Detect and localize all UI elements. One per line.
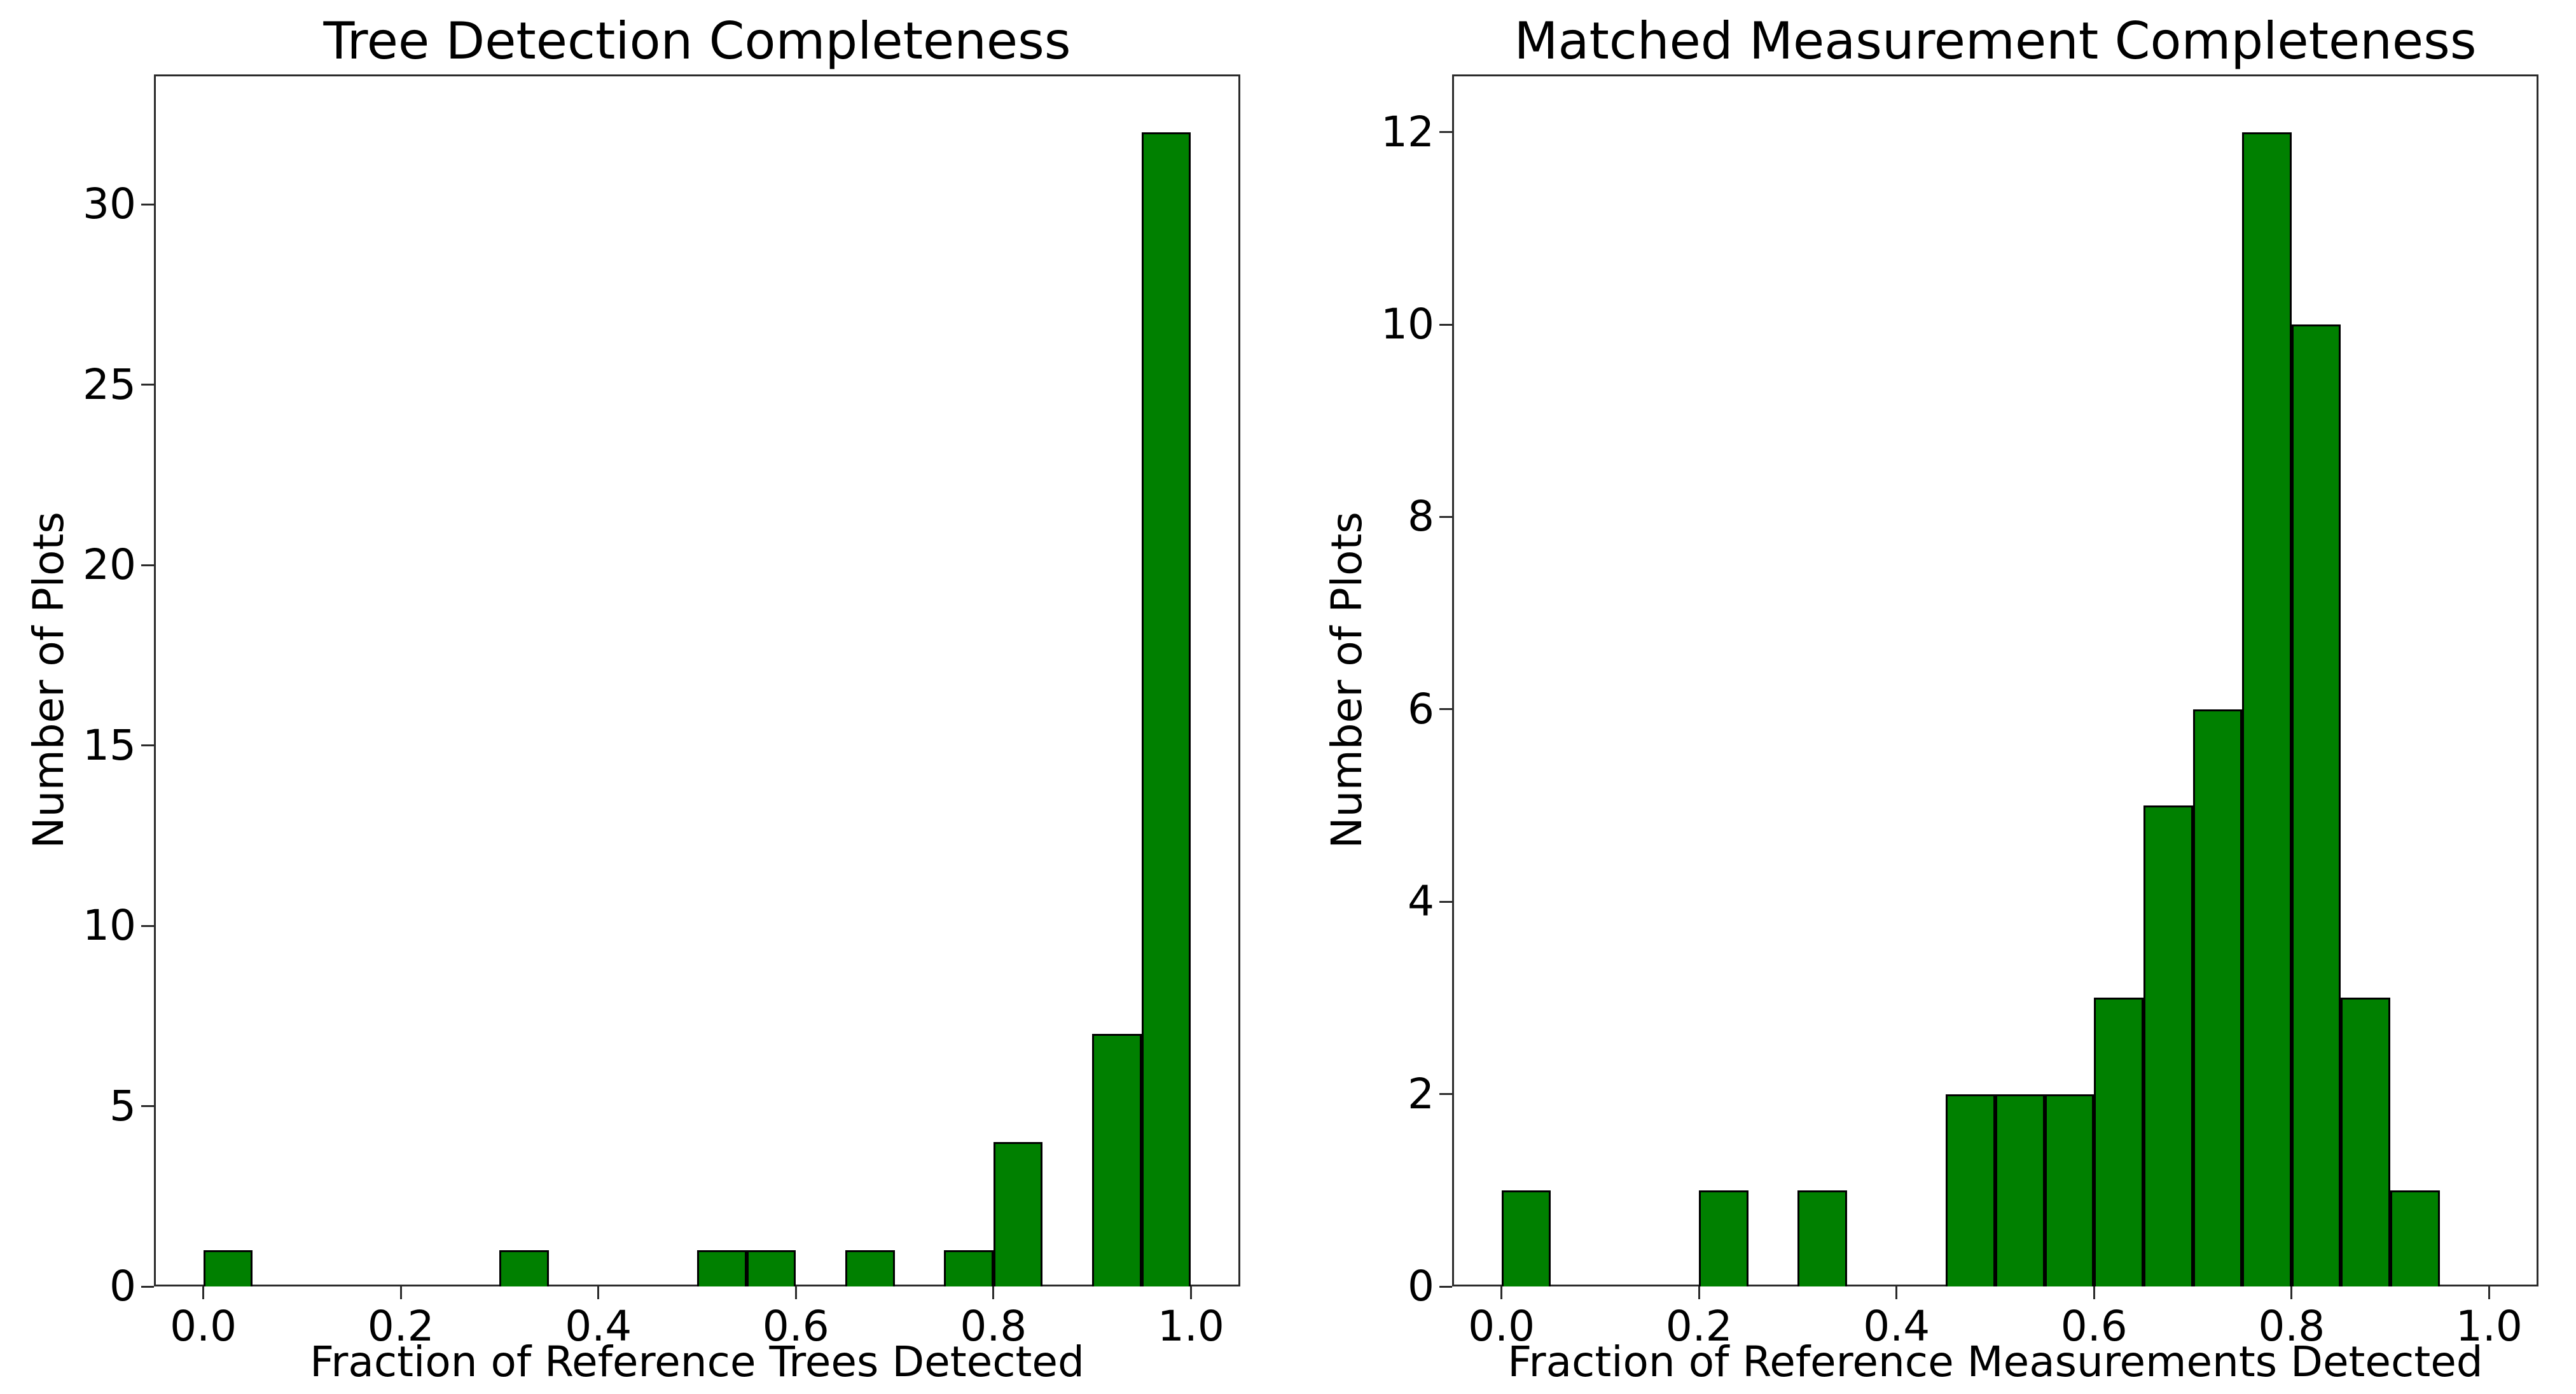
histogram-bar [746,1250,796,1286]
chart-title: Tree Detection Completeness [323,11,1071,71]
x-tick-label: 1.0 [1157,1302,1224,1351]
histogram-bar [2044,1094,2095,1286]
x-tick-mark [794,1286,797,1299]
y-tick-mark [1439,515,1452,518]
x-tick-label: 0.6 [2060,1302,2128,1351]
y-tick-label: 25 [83,359,136,409]
x-tick-mark [1189,1286,1192,1299]
y-tick-mark [1439,1285,1452,1288]
x-tick-mark [2290,1286,2293,1299]
x-tick-label: 0.4 [565,1302,632,1351]
y-tick-label: 2 [1408,1069,1434,1119]
histogram-bar [2341,998,2391,1286]
x-tick-mark [399,1286,402,1299]
histogram-bar [1995,1094,2045,1286]
y-tick-label: 10 [1381,300,1434,349]
x-tick-mark [2093,1286,2095,1299]
histogram-bar [845,1250,895,1286]
histogram-bar [2143,805,2193,1286]
y-tick-mark [141,384,154,386]
y-tick-label: 6 [1408,684,1434,734]
x-tick-label: 1.0 [2455,1302,2523,1351]
histogram-bar [993,1142,1043,1286]
y-tick-mark [141,744,154,747]
x-tick-mark [202,1286,205,1299]
histogram-bar [1092,1034,1142,1286]
x-tick-label: 0.8 [2258,1302,2325,1351]
histogram-bar [697,1250,747,1286]
y-tick-label: 10 [83,901,136,951]
x-tick-label: 0.0 [1468,1302,1535,1351]
histogram-bar [1141,132,1191,1286]
x-tick-label: 0.6 [762,1302,829,1351]
y-tick-mark [141,1285,154,1288]
x-axis-label: Fraction of Reference Trees Detected [310,1337,1084,1386]
y-tick-label: 0 [1408,1262,1434,1311]
y-tick-label: 0 [109,1262,136,1311]
y-tick-mark [1439,708,1452,711]
y-tick-label: 5 [109,1081,136,1131]
y-tick-label: 20 [83,540,136,590]
x-tick-mark [992,1286,995,1299]
y-tick-mark [1439,1093,1452,1096]
histogram-bar [1797,1190,1848,1286]
y-tick-mark [1439,323,1452,326]
histogram-bar [2291,324,2341,1286]
y-tick-mark [1439,900,1452,903]
histogram-bar [2390,1190,2440,1286]
histogram-bar [203,1250,253,1286]
histogram-bar [2192,709,2243,1286]
x-tick-label: 0.2 [367,1302,434,1351]
histogram-bar [499,1250,550,1286]
x-tick-mark [1895,1286,1898,1299]
y-tick-label: 30 [83,179,136,229]
x-axis-label: Fraction of Reference Measurements Detec… [1507,1337,2483,1386]
histogram-bar [2094,998,2143,1286]
histogram-bar [2242,132,2292,1286]
y-tick-mark [141,1105,154,1108]
x-tick-mark [2488,1286,2490,1299]
x-tick-mark [1500,1286,1503,1299]
y-axis-label: Number of Plots [1322,512,1371,849]
x-tick-label: 0.4 [1863,1302,1930,1351]
x-tick-mark [1698,1286,1700,1299]
x-tick-label: 0.2 [1665,1302,1733,1351]
y-tick-label: 4 [1408,877,1434,926]
chart-title: Matched Measurement Completeness [1514,11,2477,71]
y-tick-label: 15 [83,720,136,770]
histogram-bar [1946,1094,1995,1286]
y-tick-label: 8 [1408,492,1434,541]
x-tick-label: 0.8 [960,1302,1027,1351]
histogram-bar [1501,1190,1551,1286]
x-tick-mark [597,1286,600,1299]
histogram-bar [1699,1190,1748,1286]
plot-area [154,74,1240,1286]
y-tick-label: 12 [1381,107,1434,157]
y-tick-mark [141,203,154,206]
y-tick-mark [141,564,154,566]
histogram-bar [944,1250,994,1286]
x-tick-label: 0.0 [170,1302,237,1351]
y-tick-mark [141,924,154,927]
y-tick-mark [1439,131,1452,134]
